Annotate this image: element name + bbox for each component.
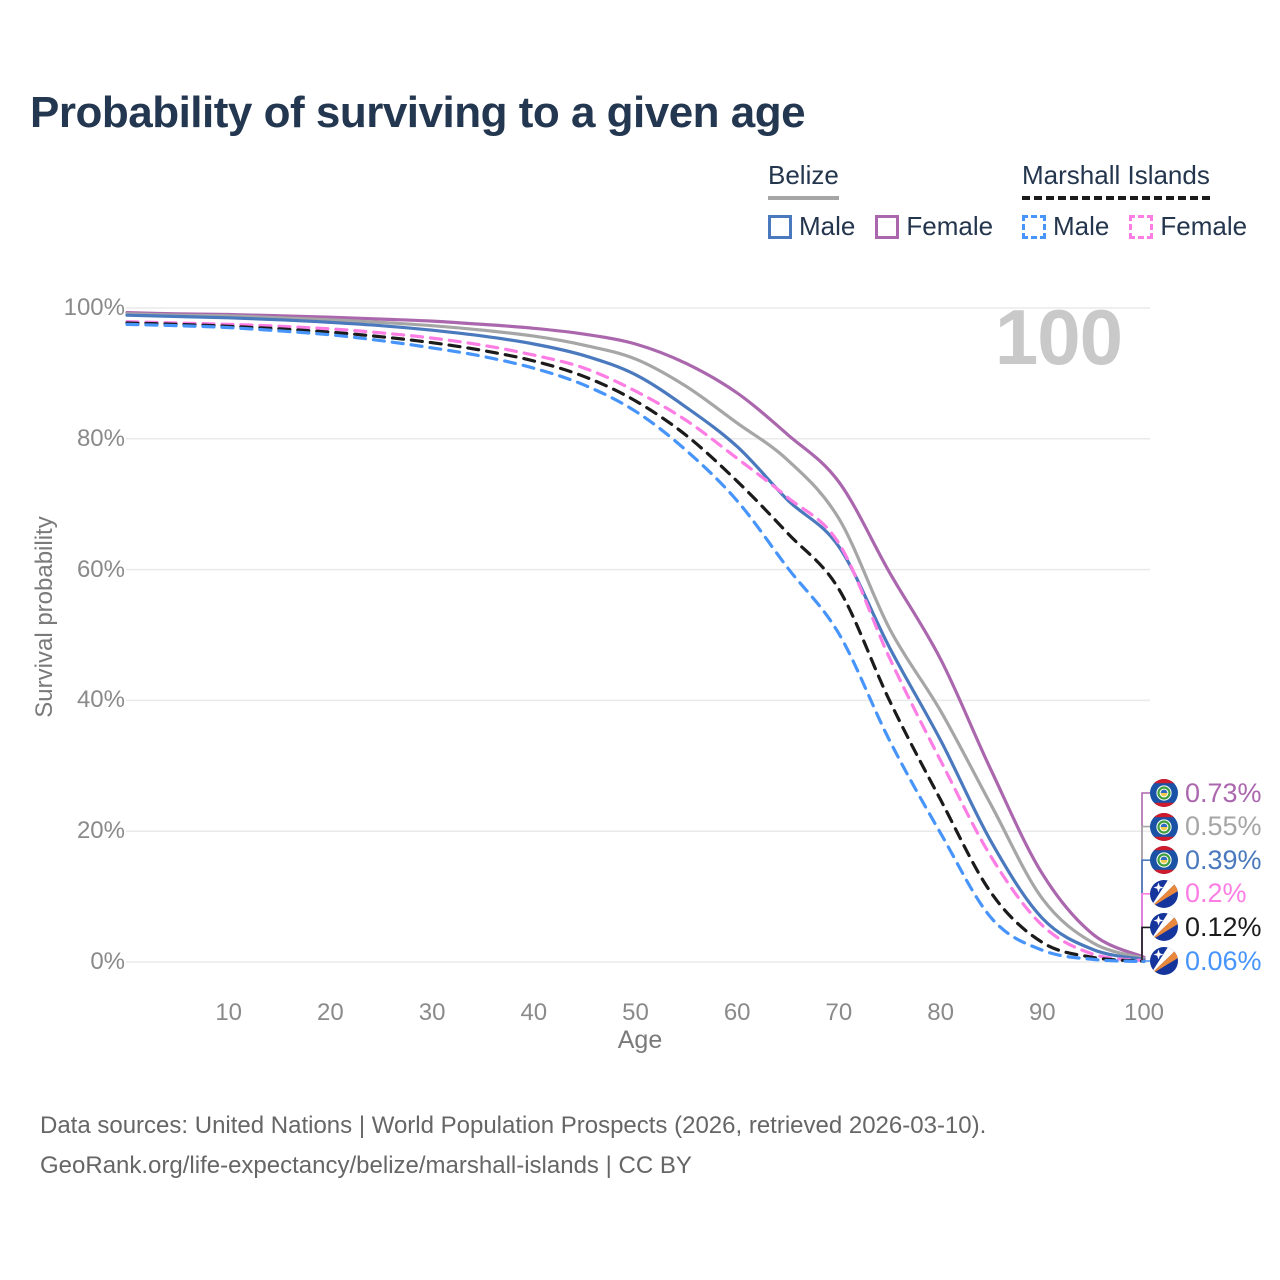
end-label-belize-both: 0.55% [1150, 810, 1262, 844]
marshall-male-swatch [1022, 214, 1046, 239]
x-tick-20: 20 [317, 999, 344, 1026]
marshall-islands-flag-icon [1150, 947, 1178, 975]
footer-sources: Data sources: United Nations | World Pop… [40, 1112, 987, 1139]
end-value-belize-female: 0.73% [1185, 777, 1262, 808]
legend-label-belize-female: Female [906, 211, 994, 241]
y-tick-40: 40% [76, 686, 125, 714]
x-tick-10: 10 [215, 999, 243, 1026]
y-tick-100: 100% [63, 294, 125, 321]
end-value-belize-male: 0.39% [1185, 844, 1262, 875]
curve-belize-both-sexes[interactable] [125, 312, 1146, 960]
end-label-marshall-male: 0.06% [1150, 944, 1262, 978]
end-value-marshall-male: 0.06% [1185, 945, 1262, 976]
legend-label-marshall-female: Female [1160, 211, 1248, 241]
y-tick-80: 80% [76, 424, 125, 452]
curve-marshall-islands-both-sexes[interactable] [125, 321, 1146, 963]
legend-label-marshall-male: Male [1053, 211, 1110, 241]
legend-group-marshall-islands: Marshall Islands Male Female [1022, 160, 1247, 242]
y-tick-20: 20% [76, 817, 125, 845]
belize-female-swatch [875, 214, 900, 239]
footer-link: GeoRank.org/life-expectancy/belize/marsh… [40, 1152, 692, 1179]
end-value-marshall-female: 0.2% [1185, 878, 1247, 909]
x-tick-100: 100 [1123, 999, 1165, 1026]
page-title: Probability of surviving to a given age [30, 88, 806, 137]
x-tick-70: 70 [825, 999, 853, 1026]
legend-item-marshall-male[interactable]: Male [1022, 211, 1109, 242]
legend-item-belize-male[interactable]: Male [768, 211, 855, 242]
belize-flag-icon [1150, 812, 1178, 841]
legend-country-belize[interactable]: Belize [768, 160, 839, 200]
belize-male-swatch [768, 214, 792, 239]
age-watermark: 100 [994, 293, 1123, 381]
marshall-islands-flag-icon [1150, 879, 1178, 908]
legend-items-marshall-islands: Male Female [1022, 211, 1247, 242]
curve-marshall-islands-male[interactable] [125, 322, 1146, 964]
belize-flag-icon [1150, 846, 1178, 875]
end-value-belize-both: 0.55% [1185, 811, 1262, 842]
x-tick-60: 60 [723, 999, 751, 1026]
belize-flag-icon [1150, 779, 1178, 807]
legend-group-belize: Belize Male Female [768, 160, 993, 242]
end-label-belize-female: 0.73% [1150, 776, 1262, 810]
legend-country-marshall-islands[interactable]: Marshall Islands [1022, 160, 1210, 200]
y-tick-60: 60% [76, 555, 125, 583]
end-label-belize-male: 0.39% [1150, 843, 1262, 877]
legend-label-belize-male: Male [799, 211, 856, 241]
curve-belize-female[interactable] [125, 311, 1146, 959]
legend-items-belize: Male Female [768, 211, 993, 242]
curve-marshall-islands-female[interactable] [125, 320, 1146, 963]
marshall-female-swatch [1129, 214, 1154, 239]
footer: Data sources: United Nations | World Pop… [40, 1106, 986, 1186]
end-value-marshall-both: 0.12% [1185, 911, 1262, 942]
x-tick-40: 40 [520, 999, 548, 1026]
marshall-islands-flag-icon [1150, 913, 1178, 942]
x-tick-80: 80 [927, 999, 954, 1026]
end-label-marshall-female: 0.2% [1150, 877, 1247, 911]
x-tick-50: 50 [622, 999, 649, 1026]
y-tick-0: 0% [90, 948, 125, 975]
x-axis-title: Age [617, 1026, 663, 1054]
legend-item-belize-female[interactable]: Female [875, 211, 993, 242]
legend-item-marshall-female[interactable]: Female [1129, 211, 1247, 242]
x-tick-30: 30 [418, 999, 446, 1026]
x-tick-90: 90 [1028, 999, 1056, 1026]
end-label-marshall-both: 0.12% [1150, 910, 1262, 944]
curve-belize-male[interactable] [125, 313, 1146, 961]
